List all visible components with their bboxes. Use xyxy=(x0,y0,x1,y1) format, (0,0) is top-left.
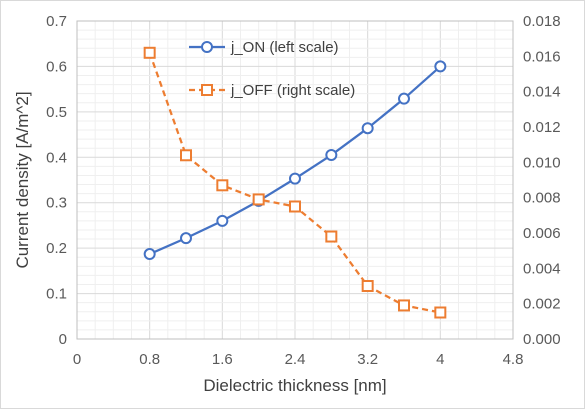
data-point-circle xyxy=(143,248,156,261)
data-point-circle xyxy=(361,122,374,135)
legend-marker-circle xyxy=(201,41,213,53)
data-point-square xyxy=(361,280,374,292)
x-tick-label: 4.8 xyxy=(503,351,524,368)
y-right-tick-label: 0.012 xyxy=(523,119,561,136)
data-point-square xyxy=(325,230,338,243)
legend-label: j_OFF (right scale) xyxy=(230,82,355,99)
x-axis-tick-labels: 0 0.8 1.6 2.4 3.2 4 4.8 xyxy=(73,351,524,368)
y-right-tick-label: 0.016 xyxy=(523,48,561,65)
y-left-tick-label: 0.7 xyxy=(46,13,67,30)
y-left-tick-label: 0.1 xyxy=(46,286,67,303)
legend-marker-square xyxy=(201,84,213,96)
legend-item: j_ON (left scale) xyxy=(189,39,339,56)
data-point-square xyxy=(252,193,265,206)
y-left-tick-label: 0.5 xyxy=(46,104,67,121)
y-right-tick-label: 0.006 xyxy=(523,225,561,242)
plot-area-border xyxy=(76,20,514,340)
y-right-tick-label: 0.014 xyxy=(523,84,561,101)
data-point-square xyxy=(143,46,156,59)
y-right-tick-label: 0.000 xyxy=(523,331,561,348)
legend: j_ON (left scale) j_OFF (right scale) xyxy=(189,39,355,99)
data-point-circle xyxy=(289,172,301,185)
data-point-square xyxy=(216,179,229,192)
x-tick-label: 0.8 xyxy=(139,351,160,368)
data-point-circle xyxy=(434,60,447,73)
data-point-square xyxy=(180,149,192,162)
y-left-tick-label: 0.6 xyxy=(46,58,67,75)
legend-label: j_ON (left scale) xyxy=(230,39,339,56)
x-tick-label: 0 xyxy=(73,351,81,368)
data-point-circle xyxy=(325,149,338,162)
y-right-axis-tick-labels: 0.000 0.002 0.004 0.006 0.008 0.010 0.012 0.014… xyxy=(523,13,561,348)
y-left-axis-tick-labels: 0 0.1 0.2 0.3 0.4 0.5 0.6 0.7 xyxy=(46,13,67,348)
plot-area xyxy=(76,20,514,340)
data-point-square xyxy=(434,306,447,319)
y-axis-title: Current density [A/m^2] xyxy=(13,91,32,268)
data-point-square xyxy=(289,200,301,213)
x-axis-title: Dielectric thickness [nm] xyxy=(203,376,386,395)
y-left-tick-label: 0.4 xyxy=(46,149,67,166)
y-right-tick-label: 0.010 xyxy=(523,154,561,171)
series-layer xyxy=(143,46,447,319)
x-tick-label: 4 xyxy=(436,351,444,368)
y-right-tick-label: 0.008 xyxy=(523,190,561,207)
data-point-square xyxy=(398,299,410,312)
y-left-tick-label: 0.3 xyxy=(46,195,67,212)
x-tick-label: 2.4 xyxy=(285,351,306,368)
x-tick-label: 3.2 xyxy=(357,351,378,368)
y-right-tick-label: 0.004 xyxy=(523,260,561,277)
data-point-circle xyxy=(216,214,229,227)
y-left-tick-label: 0.2 xyxy=(46,240,67,257)
y-left-tick-label: 0 xyxy=(59,331,67,348)
x-tick-label: 1.6 xyxy=(212,351,233,368)
y-right-tick-label: 0.002 xyxy=(523,296,561,313)
data-point-circle xyxy=(180,232,192,245)
series-j-off xyxy=(143,46,447,319)
data-point-circle xyxy=(398,92,410,105)
legend-item: j_OFF (right scale) xyxy=(189,82,355,99)
y-right-tick-label: 0.018 xyxy=(523,13,561,30)
